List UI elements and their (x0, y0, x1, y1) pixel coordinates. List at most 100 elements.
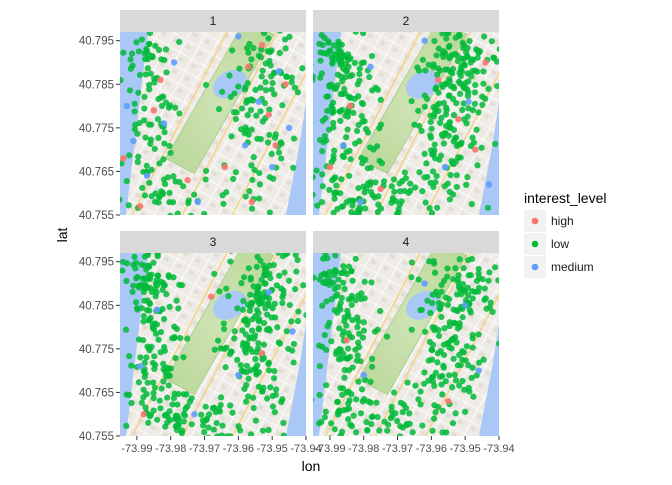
point-low (466, 37, 473, 45)
point-low (344, 126, 351, 133)
point-low (417, 306, 424, 314)
point-low (441, 183, 448, 190)
point-low (438, 281, 445, 289)
point-low (306, 110, 312, 116)
point-low (150, 259, 157, 266)
avenue-line (424, 292, 499, 436)
point-low (366, 73, 373, 81)
point-low (427, 309, 434, 316)
point-low (173, 436, 179, 442)
point-low (146, 179, 153, 186)
point-low (167, 212, 174, 215)
point-low (99, 191, 105, 197)
point-low (230, 175, 237, 183)
point-low (433, 52, 440, 59)
point-low (174, 412, 181, 420)
point-medium (421, 37, 428, 44)
point-low (250, 283, 257, 290)
point-low (446, 344, 453, 351)
point-low (163, 69, 170, 76)
point-low (481, 285, 488, 292)
point-low (390, 389, 398, 396)
point-low (257, 295, 264, 302)
point-low (339, 78, 346, 85)
point-low (421, 369, 428, 376)
point-low (261, 266, 269, 274)
point-low (350, 412, 357, 419)
point-low (266, 131, 273, 139)
axes-layer: 40.755 40.765 40.775 40.785 40.795 40.755 40.7… (79, 36, 515, 455)
point-low (281, 269, 288, 276)
point-high (482, 59, 489, 66)
point-low (364, 129, 372, 136)
point-low (266, 57, 273, 65)
facet-label: 3 (210, 235, 217, 249)
point-low (145, 272, 152, 279)
point-medium (160, 120, 168, 127)
point-low (201, 429, 208, 436)
point-low (129, 288, 136, 296)
x-tick-label: -73.98 (155, 443, 186, 455)
point-high (245, 63, 252, 71)
point-low (257, 257, 264, 264)
point-low (353, 396, 360, 403)
point-low (376, 157, 383, 164)
point-low (130, 216, 136, 222)
point-low (422, 199, 429, 206)
point-low (328, 296, 335, 303)
point-low (282, 253, 289, 258)
point-low (210, 426, 217, 433)
point-low (356, 204, 363, 211)
point-low (428, 346, 435, 353)
point-low (461, 116, 468, 123)
point-low (474, 162, 481, 169)
point-low (344, 307, 351, 314)
point-low (152, 330, 160, 337)
point-low (134, 130, 141, 137)
point-low (248, 327, 256, 334)
x-tick-label: -73.94 (483, 443, 514, 455)
point-low (142, 134, 149, 141)
point-low (373, 143, 381, 150)
point-low (155, 199, 162, 206)
point-low (367, 378, 374, 385)
point-low (313, 76, 316, 83)
point-low (183, 391, 190, 398)
point-medium (191, 411, 198, 418)
point-medium (143, 172, 151, 179)
point-low (168, 436, 174, 442)
point-low (338, 55, 345, 62)
point-low (429, 299, 436, 307)
point-low (294, 256, 301, 264)
point-low (444, 66, 451, 73)
point-low (319, 302, 326, 309)
point-low (142, 71, 149, 78)
point-low (465, 78, 472, 85)
point-low (331, 426, 338, 433)
point-low (313, 167, 320, 174)
point-low (313, 397, 315, 403)
legend-keys: high low medium (524, 210, 594, 278)
point-low (267, 275, 274, 282)
point-low (246, 188, 253, 195)
point-low (353, 357, 360, 364)
point-low (460, 61, 468, 68)
point-low (480, 356, 487, 363)
point-low (466, 306, 473, 314)
point-low (141, 50, 148, 57)
point-low (222, 364, 229, 371)
point-low (260, 341, 268, 348)
point-low (356, 343, 363, 351)
point-low (184, 403, 191, 410)
point-low (328, 54, 335, 61)
point-low (449, 70, 456, 77)
point-low (427, 118, 434, 126)
point-low (166, 416, 174, 424)
point-low (440, 48, 447, 55)
point-medium (154, 306, 161, 313)
point-high (434, 76, 442, 84)
point-low (219, 422, 226, 429)
point-low (266, 174, 273, 181)
point-low (270, 375, 278, 382)
point-low (455, 272, 462, 279)
